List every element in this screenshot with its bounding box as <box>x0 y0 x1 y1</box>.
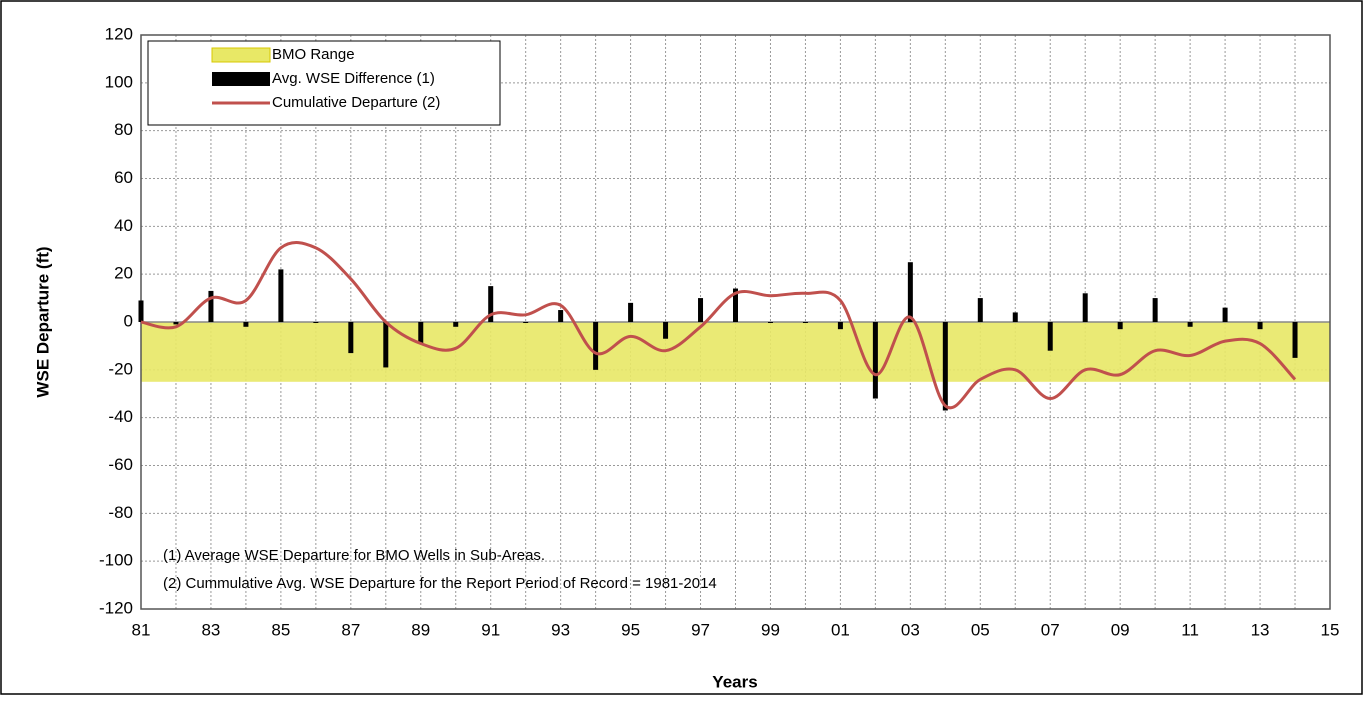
y-tick-label: 100 <box>105 72 133 91</box>
x-tick-label: 81 <box>132 620 151 639</box>
bar <box>1257 322 1263 330</box>
annotation: (1) Average WSE Departure for BMO Wells … <box>163 547 545 564</box>
y-tick-label: -20 <box>108 359 133 378</box>
bar <box>173 322 179 325</box>
bar <box>1082 293 1088 322</box>
x-tick-label: 95 <box>621 620 640 639</box>
x-axis-title: Years <box>712 672 757 691</box>
x-tick-label: 91 <box>481 620 500 639</box>
y-tick-label: -60 <box>108 455 133 474</box>
y-tick-label: -80 <box>108 503 133 522</box>
x-tick-label: 11 <box>1181 620 1199 639</box>
bar <box>1012 312 1018 322</box>
bar <box>523 322 529 323</box>
y-tick-label: 80 <box>114 120 133 139</box>
x-tick-label: 15 <box>1321 620 1340 639</box>
x-tick-label: 87 <box>341 620 360 639</box>
y-tick-label: -100 <box>99 551 133 570</box>
legend-swatch <box>211 47 271 63</box>
legend-label: BMO Range <box>272 46 355 63</box>
y-tick-label: 60 <box>114 168 133 187</box>
x-tick-label: 85 <box>271 620 290 639</box>
x-tick-label: 03 <box>901 620 920 639</box>
annotation: (2) Cummulative Avg. WSE Departure for t… <box>163 575 717 592</box>
bar <box>1117 322 1123 330</box>
x-tick-label: 05 <box>971 620 990 639</box>
bar <box>837 322 843 330</box>
y-tick-label: 0 <box>124 311 133 330</box>
bar <box>208 290 214 322</box>
bar <box>698 298 704 322</box>
bar <box>663 322 669 339</box>
bar <box>243 322 249 327</box>
y-axis-title: WSE Departure (ft) <box>33 246 52 397</box>
x-tick-label: 99 <box>761 620 780 639</box>
x-tick-label: 09 <box>1111 620 1130 639</box>
bmo-range <box>141 322 1330 382</box>
bar <box>593 322 599 370</box>
bar <box>488 286 494 322</box>
x-tick-label: 07 <box>1041 620 1060 639</box>
x-tick-label: 93 <box>551 620 570 639</box>
bar <box>942 322 948 411</box>
bar <box>767 322 773 323</box>
bar <box>453 322 459 327</box>
bar <box>1152 298 1158 322</box>
y-tick-label: -40 <box>108 407 133 426</box>
bar <box>628 302 634 322</box>
x-tick-label: 13 <box>1251 620 1270 639</box>
legend-label: Cumulative Departure (2) <box>272 94 440 111</box>
line <box>140 241 1297 410</box>
y-tick-label: 40 <box>114 216 133 235</box>
x-tick-label: 01 <box>831 620 850 639</box>
x-tick-label: 89 <box>411 620 430 639</box>
bar <box>418 322 424 344</box>
y-tick-label: 20 <box>114 264 133 283</box>
bar <box>733 288 738 322</box>
y-tick-label: 120 <box>105 24 133 43</box>
bar <box>138 300 144 322</box>
bar <box>1222 307 1228 322</box>
legend-swatch <box>212 72 270 86</box>
bar <box>1292 322 1298 358</box>
bar <box>802 322 808 323</box>
bar <box>313 322 319 323</box>
legend-label: Avg. WSE Difference (1) <box>272 70 435 87</box>
bar <box>1047 322 1053 351</box>
bar <box>872 322 878 399</box>
bar <box>977 298 983 322</box>
bar <box>907 262 913 322</box>
bar <box>558 310 564 322</box>
legend-box <box>147 40 501 126</box>
bar <box>278 269 284 322</box>
bar <box>1187 322 1193 327</box>
bar <box>348 322 354 354</box>
y-tick-label: -120 <box>99 598 133 617</box>
x-tick-label: 83 <box>201 620 220 639</box>
bar <box>383 322 389 368</box>
x-tick-label: 97 <box>691 620 710 639</box>
